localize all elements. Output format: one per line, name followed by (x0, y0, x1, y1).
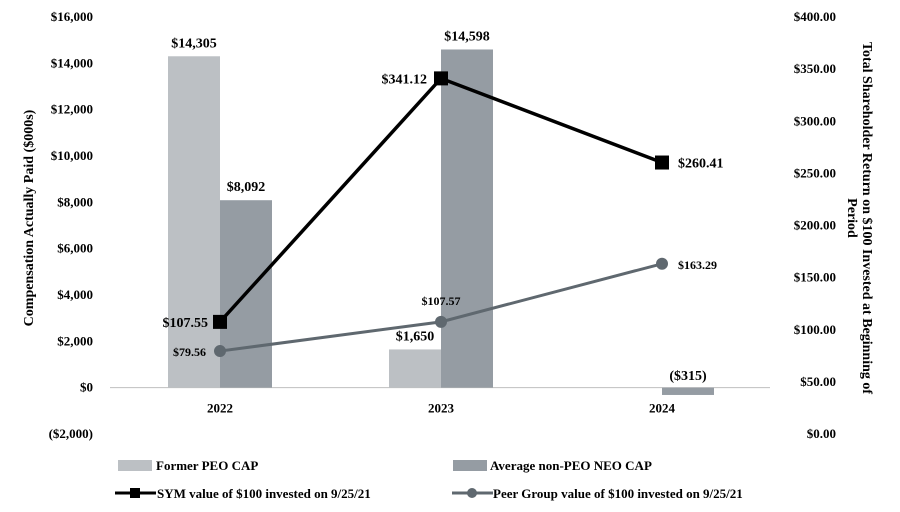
right-tick-label: $300.00 (794, 113, 836, 128)
legend-label-peer-group: Peer Group value of $100 invested on 9/2… (493, 486, 743, 501)
legend-swatch-former-peo (118, 460, 152, 471)
line-data-label: $163.29 (678, 258, 717, 272)
bar (662, 387, 714, 395)
line-data-label: $107.55 (163, 316, 209, 331)
right-tick-label: $150.00 (794, 270, 836, 285)
right-tick-label: $350.00 (794, 61, 836, 76)
legend-item-sym: SYM value of $100 invested on 9/25/21 (115, 486, 371, 501)
bar-data-label: ($315) (669, 369, 707, 384)
line-point (655, 155, 669, 170)
bar-data-label: $14,305 (171, 36, 217, 51)
left-tick-label: $16,000 (51, 9, 93, 24)
left-tick-label: ($2,000) (49, 426, 93, 441)
line-point (214, 345, 226, 358)
bar-data-label: $1,650 (396, 329, 435, 344)
data-labels: $14,305 $1,650 $8,092 $14,598 ($315) $107.55 $… (163, 29, 724, 383)
left-tick-label: $0 (80, 380, 93, 395)
bar (389, 349, 441, 388)
legend-swatch-average-non-peo (453, 460, 487, 471)
right-tick-label: $50.00 (800, 374, 836, 389)
bar-data-label: $14,598 (444, 29, 490, 44)
left-tick-label: $10,000 (51, 148, 93, 163)
left-tick-label: $12,000 (51, 102, 93, 117)
left-tick-label: $8,000 (57, 194, 93, 209)
line-data-label: $341.12 (382, 72, 428, 87)
legend: Former PEO CAP Average non-PEO NEO CAP S… (115, 458, 743, 501)
left-tick-label: $6,000 (57, 241, 93, 256)
legend-item-average-non-peo: Average non-PEO NEO CAP (453, 458, 652, 473)
line-data-label: $260.41 (678, 157, 724, 172)
category-label: 2023 (428, 401, 455, 416)
bars (168, 49, 714, 395)
line-point (434, 71, 448, 86)
legend-item-peer-group: Peer Group value of $100 invested on 9/2… (452, 486, 743, 501)
line-data-label: $107.57 (422, 294, 461, 308)
bar (168, 56, 220, 388)
line-data-label: $79.56 (173, 345, 206, 359)
legend-label-average-non-peo: Average non-PEO NEO CAP (490, 458, 652, 473)
category-label: 2022 (207, 401, 233, 416)
right-axis-title-line2: Period (844, 198, 859, 238)
right-tick-label: $100.00 (794, 322, 836, 337)
line-point (656, 257, 668, 270)
category-label: 2024 (649, 401, 676, 416)
left-axis-ticks: ($2,000) $0 $2,000 $4,000 $6,000 $8,000 $10,00… (49, 9, 93, 441)
legend-label-former-peo: Former PEO CAP (156, 458, 258, 473)
left-axis-title: Compensation Actually Paid ($000s) (22, 109, 37, 326)
right-tick-label: $400.00 (794, 9, 836, 24)
left-tick-label: $14,000 (51, 55, 93, 70)
legend-label-sym: SYM value of $100 invested on 9/25/21 (157, 486, 371, 501)
left-tick-label: $4,000 (57, 287, 93, 302)
bar (441, 49, 493, 388)
legend-item-former-peo: Former PEO CAP (118, 458, 258, 473)
right-tick-label: $200.00 (794, 218, 836, 233)
legend-marker-peer-group (467, 488, 477, 498)
right-axis-title-line1: Total Shareholder Return on $100 Investe… (859, 42, 874, 394)
line-point (435, 315, 447, 328)
category-labels: 2022 2023 2024 (207, 401, 676, 416)
right-tick-label: $250.00 (794, 165, 836, 180)
lines (213, 71, 669, 358)
left-tick-label: $2,000 (57, 333, 93, 348)
bar-data-label: $8,092 (227, 180, 266, 195)
legend-marker-sym (130, 488, 140, 498)
right-axis-ticks: $0.00 $50.00 $100.00 $150.00 $200.00 $250.00 $… (794, 9, 836, 441)
line-point (213, 314, 227, 329)
right-tick-label: $0.00 (807, 426, 836, 441)
